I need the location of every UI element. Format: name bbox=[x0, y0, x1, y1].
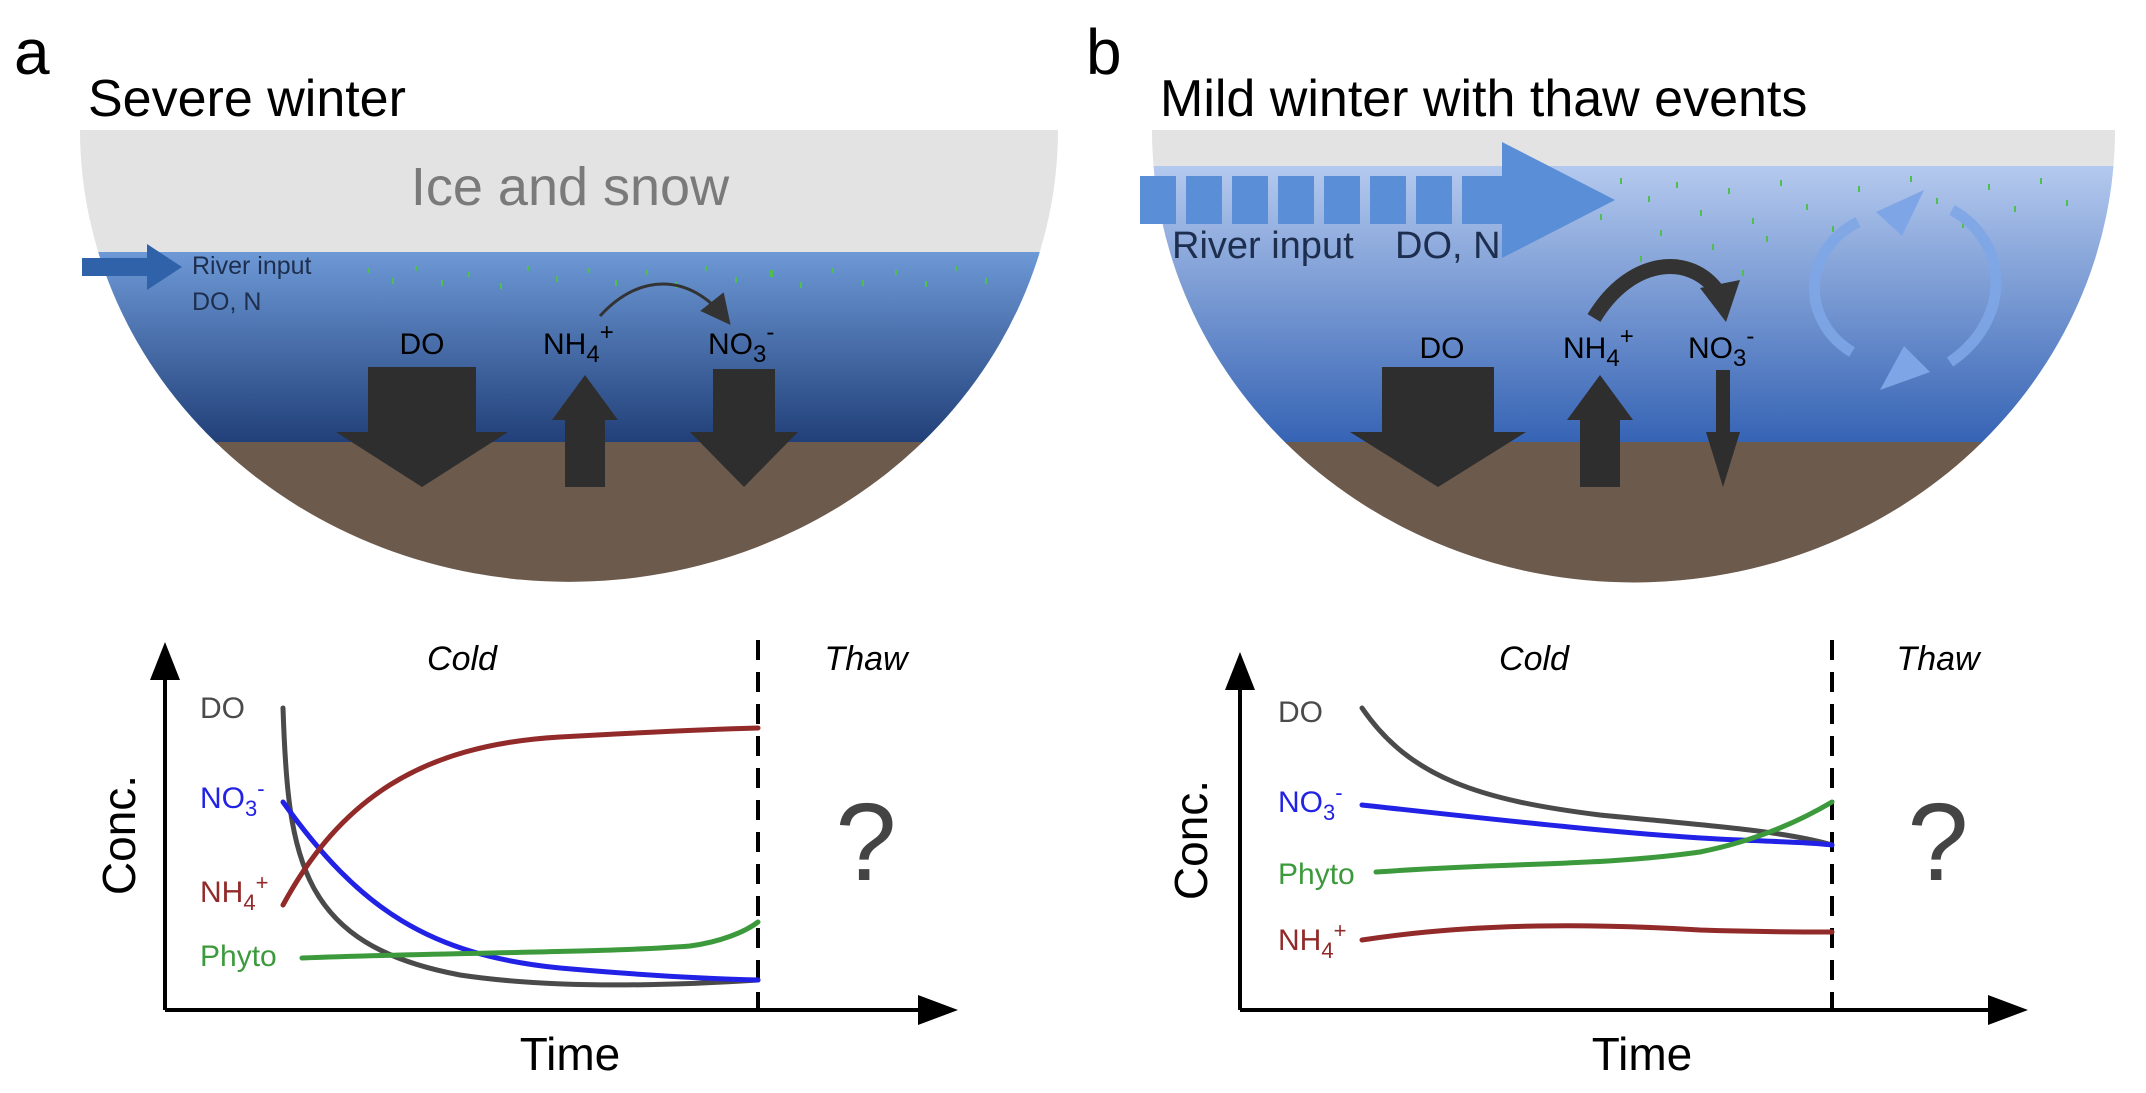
no3-curve bbox=[280, 799, 761, 983]
plot-a: Cold Thaw ? Time Conc. DO NO3- NH4+ Phyt… bbox=[93, 640, 958, 1080]
phyto-curve bbox=[1373, 799, 1835, 875]
mixing-circulation-icon bbox=[1809, 205, 2002, 367]
no3-curve bbox=[1359, 802, 1835, 848]
do-series-label: DO bbox=[1278, 696, 1323, 729]
ice-and-snow-label: Ice and snow bbox=[411, 157, 730, 217]
unknown-thaw-response: ? bbox=[1907, 781, 1968, 904]
do-series-label: DO bbox=[200, 692, 245, 725]
y-axis-arrowhead bbox=[150, 642, 180, 680]
river-input-species-label: DO, N bbox=[1395, 225, 1501, 267]
nitrification-arrow bbox=[598, 282, 731, 326]
nh4-flux-label: NH4+ bbox=[1563, 323, 1634, 372]
y-axis-title: Conc. bbox=[1165, 780, 1217, 900]
river-input-arrow bbox=[1140, 142, 1615, 258]
phase-thaw-label: Thaw bbox=[824, 640, 910, 678]
panel-a: a Severe winter Ice and snow bbox=[14, 16, 1058, 582]
x-axis-arrowhead bbox=[1988, 995, 2028, 1025]
phyto-series-label: Phyto bbox=[1278, 858, 1355, 891]
panel-a-title: Severe winter bbox=[88, 70, 406, 128]
river-input-label: River input bbox=[1172, 225, 1354, 267]
phase-thaw-label: Thaw bbox=[1896, 640, 1982, 678]
nitrification-arrowhead bbox=[1700, 280, 1740, 322]
no3-flux-label: NO3- bbox=[1688, 323, 1754, 372]
ice-layer bbox=[80, 130, 1058, 255]
do-flux-label: DO bbox=[1420, 332, 1465, 365]
mixing-arrowhead-bottom bbox=[1880, 346, 1930, 390]
no3-uptake-arrow bbox=[1706, 370, 1740, 487]
mixing-arrowhead-top bbox=[1876, 190, 1924, 236]
x-axis-title: Time bbox=[520, 1028, 621, 1080]
nh4-release-arrow bbox=[1567, 375, 1633, 487]
phyto-curve bbox=[299, 919, 761, 961]
phase-cold-label: Cold bbox=[1499, 640, 1570, 678]
do-curve bbox=[280, 705, 761, 988]
no3-series-label: NO3- bbox=[1278, 780, 1343, 825]
no3-series-label: NO3- bbox=[200, 776, 265, 821]
sediment-layer bbox=[1140, 442, 2115, 583]
river-input-label: River input bbox=[192, 252, 312, 280]
panel-b-letter: b bbox=[1086, 16, 1122, 88]
nh4-flux-label: NH4+ bbox=[543, 319, 614, 368]
y-axis-arrowhead bbox=[1225, 652, 1255, 690]
y-axis-title: Conc. bbox=[93, 775, 145, 895]
no3-uptake-arrow bbox=[690, 369, 798, 487]
no3-flux-label: NO3- bbox=[708, 319, 774, 368]
thin-ice-layer bbox=[1140, 130, 2115, 168]
nh4-series-label: NH4+ bbox=[1278, 918, 1346, 963]
nh4-curve bbox=[1359, 923, 1835, 943]
do-uptake-arrow bbox=[336, 367, 508, 487]
do-uptake-arrow bbox=[1350, 367, 1526, 487]
river-input-species-label: DO, N bbox=[192, 288, 261, 316]
x-axis-title: Time bbox=[1592, 1028, 1693, 1080]
unknown-thaw-response: ? bbox=[835, 781, 896, 904]
nh4-series-label: NH4+ bbox=[200, 870, 268, 915]
plot-b: Cold Thaw ? Time Conc. DO NO3- Phyto NH4… bbox=[1165, 640, 2028, 1080]
panel-b: b Mild winter with thaw events bbox=[1086, 16, 2115, 583]
panel-b-title: Mild winter with thaw events bbox=[1160, 70, 1807, 128]
phase-cold-label: Cold bbox=[427, 640, 498, 678]
do-curve bbox=[1359, 705, 1835, 848]
nh4-curve bbox=[280, 725, 761, 908]
panel-a-letter: a bbox=[14, 16, 50, 88]
nh4-release-arrow bbox=[552, 375, 618, 487]
river-input-arrow bbox=[82, 244, 182, 290]
do-flux-label: DO bbox=[400, 328, 445, 361]
phyto-series-label: Phyto bbox=[200, 940, 277, 973]
x-axis-arrowhead bbox=[918, 995, 958, 1025]
nitrification-arrow bbox=[1587, 259, 1725, 322]
